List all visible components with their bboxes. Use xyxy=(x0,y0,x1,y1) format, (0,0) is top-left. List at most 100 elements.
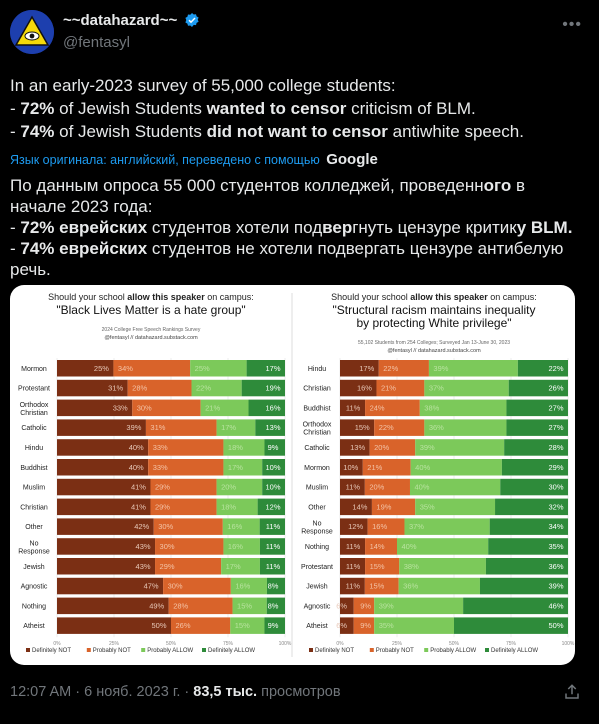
chart-bar-segment xyxy=(57,478,151,496)
chart-data-label: 37% xyxy=(409,522,424,531)
chart-data-label: 38% xyxy=(404,562,419,571)
legend-label: Probably ALLOW xyxy=(430,648,476,654)
chart-data-label: 25% xyxy=(195,364,210,373)
tweet-media-image[interactable]: Should your school allow this speaker on… xyxy=(10,285,575,665)
author-handle[interactable]: @fentasyl xyxy=(63,34,130,51)
legend-swatch xyxy=(86,648,91,652)
chart-bar-segment xyxy=(241,379,285,397)
translation-note[interactable]: Язык оригинала: английский, переведено с… xyxy=(10,151,378,168)
chart-bar-segment xyxy=(376,379,425,397)
chart-x-tick: 100% xyxy=(279,641,292,647)
chart-bar-segment xyxy=(262,459,285,476)
chart-bar-segment xyxy=(259,518,285,535)
chart-data-label: 41% xyxy=(131,483,146,492)
chart-bar-segment xyxy=(340,459,363,476)
chart-data-label: 16% xyxy=(265,403,280,412)
tweet-line: - 74% of Jewish Students did not want to… xyxy=(10,120,580,143)
chart-data-label: 9% xyxy=(268,621,279,630)
chart-bar-segment xyxy=(57,577,164,595)
author-name[interactable]: ~~datahazard~~ xyxy=(63,12,178,29)
chart-bar-segment xyxy=(495,498,568,516)
chart-question-part: on campus: xyxy=(488,292,537,302)
chart-bar-segment xyxy=(340,617,354,634)
chart-bar-segment xyxy=(374,419,425,436)
chart-category-label: Protestant xyxy=(301,564,333,571)
chart-data-label: 26% xyxy=(548,384,563,393)
avatar[interactable] xyxy=(10,10,54,54)
chart-x-tick: 50% xyxy=(166,641,177,647)
chart-data-label: 15% xyxy=(355,423,370,432)
chart-data-label: 36% xyxy=(403,582,418,591)
chart-category-label: Hindu xyxy=(25,445,43,452)
translation-line: речь. xyxy=(10,259,585,280)
chart-category-label: Other xyxy=(25,524,43,531)
chart-bar-segment xyxy=(424,379,509,397)
chart-bar-segment xyxy=(57,538,156,555)
chart-data-label: 11% xyxy=(346,582,361,591)
more-options-icon[interactable]: ••• xyxy=(562,16,582,33)
chart-bar-segment xyxy=(404,518,490,535)
chart-bar-segment xyxy=(488,538,568,555)
tweet-line: - 72% of Jewish Students wanted to censo… xyxy=(10,97,580,120)
chart-bar-segment xyxy=(340,518,368,535)
chart-data-label: 20% xyxy=(374,443,389,452)
chart-bar-segment xyxy=(259,538,285,555)
chart-bar-segment xyxy=(398,577,480,595)
chart-title: "Black Lives Matter is a hate group" xyxy=(56,303,245,317)
chart-bar-segment xyxy=(57,518,154,535)
chart-bar-segment xyxy=(57,597,169,615)
chart-bar-segment xyxy=(57,399,133,417)
chart-data-label: 19% xyxy=(376,502,391,511)
chart-data-label: 13% xyxy=(350,443,365,452)
chart-data-label: 30% xyxy=(548,483,563,492)
chart-category-label: Response xyxy=(301,529,333,536)
chart-bar-segment xyxy=(216,419,256,436)
chart-data-label: 31% xyxy=(108,384,123,393)
chart-data-label: 34% xyxy=(118,364,133,373)
chart-data-label: 39% xyxy=(420,443,435,452)
translation-segment: студентов хотели под xyxy=(147,218,323,237)
chart-data-label: 14% xyxy=(370,542,385,551)
chart-x-tick: 50% xyxy=(449,641,460,647)
chart-data-label: 34% xyxy=(548,522,563,531)
chart-data-label: 26% xyxy=(175,621,190,630)
chart-category-label: Hindu xyxy=(308,366,326,373)
chart-data-label: 8% xyxy=(268,582,279,591)
chart-category-label: Protestant xyxy=(18,386,50,393)
chart-bar-segment xyxy=(489,518,568,535)
chart-bar-segment xyxy=(155,558,222,575)
chart-data-label: 9% xyxy=(360,621,371,630)
chart-bar-segment xyxy=(353,597,375,615)
chart-bar-segment xyxy=(113,360,191,377)
chart-bar-segment xyxy=(57,558,156,575)
chart-bar-segment xyxy=(223,439,265,456)
chart-bar-segment xyxy=(367,518,405,535)
author-name-row[interactable]: ~~datahazard~~ xyxy=(63,12,200,29)
chart-data-label: 43% xyxy=(136,562,151,571)
chart-bar-segment xyxy=(397,538,489,555)
translation-line: По данным опроса 55 000 студентов коллед… xyxy=(10,175,585,196)
translation-segment: По данным опроса 55 000 студентов коллед… xyxy=(10,176,484,195)
chart-bar-segment xyxy=(374,597,464,615)
chart-bar-segment xyxy=(57,379,128,397)
translation-segment: у BLM. xyxy=(516,218,573,237)
translation-segment: вер xyxy=(322,218,353,237)
chart-data-label: 16% xyxy=(372,522,387,531)
chart-question: Should your school allow this speaker on… xyxy=(331,292,537,302)
timestamp[interactable]: 12:07 AM · 6 нояб. 2023 г. · xyxy=(10,684,194,700)
chart-data-label: 38% xyxy=(424,403,439,412)
chart-bar-segment xyxy=(454,617,568,634)
chart-data-label: 10% xyxy=(265,463,280,472)
chart-category-label: Atheist xyxy=(306,623,327,630)
chart-bar-segment xyxy=(148,439,224,456)
chart-data-label: 17% xyxy=(228,463,243,472)
legend-swatch xyxy=(485,648,489,652)
share-icon[interactable] xyxy=(563,683,581,701)
chart-bar-segment xyxy=(57,439,149,456)
translation-segment: в xyxy=(511,176,526,195)
chart-data-label: 21% xyxy=(205,403,220,412)
chart-data-label: 15% xyxy=(237,601,252,610)
chart-bar-segment xyxy=(340,498,372,516)
chart-data-label: 10% xyxy=(343,463,358,472)
chart-data-label: 28% xyxy=(548,443,563,452)
